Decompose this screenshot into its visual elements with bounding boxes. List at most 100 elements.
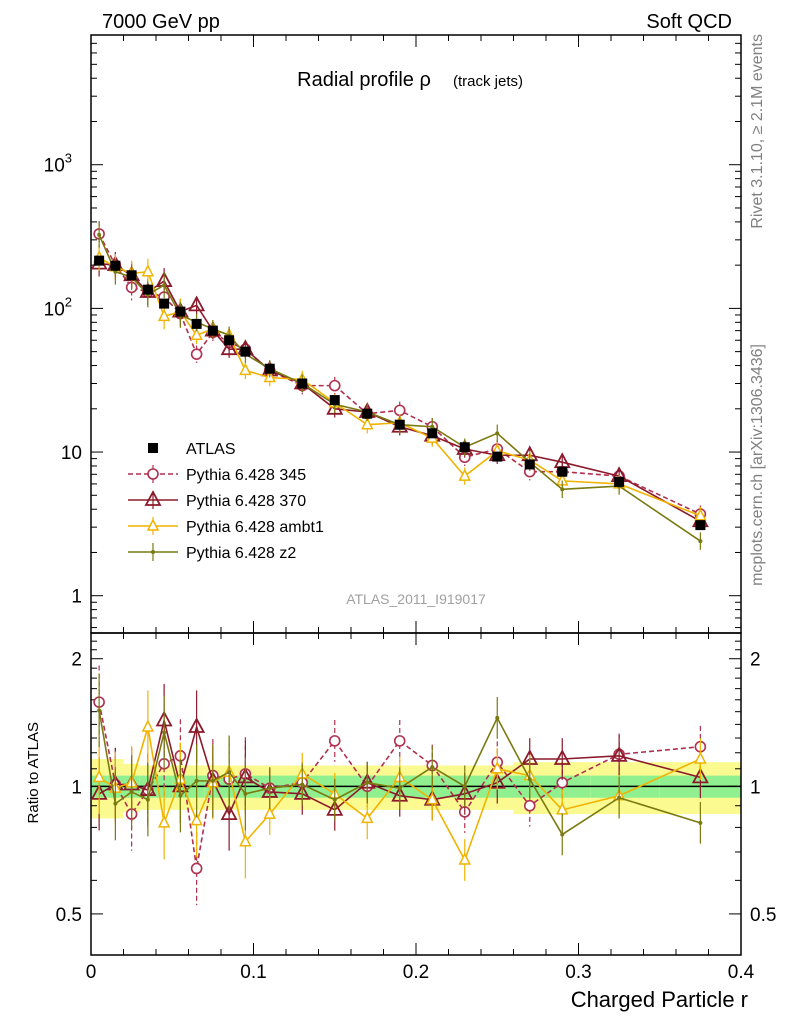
marker-square [110,260,121,271]
legend-label-atlas: ATLAS [186,441,236,458]
marker-triangle-small [458,852,471,865]
ratio-y-tick-label: 0.5 [56,905,82,926]
y-tick-label: 1 [71,587,82,608]
ratio-y-tick-label-right: 0.5 [750,905,776,926]
main-frame [90,34,742,634]
y-tick-exp: 3 [65,151,72,166]
marker-square [459,442,470,453]
y-tick-base: 10 [44,156,65,177]
marker-triangle [220,804,238,820]
marker-triangle-small [361,810,374,824]
x-tick-label: 0.1 [240,962,266,983]
marker-dot [210,778,215,783]
ratio-y-tick-label: 1 [71,777,82,798]
marker-square [427,428,438,439]
ratio-y-tick-label: 2 [71,650,82,671]
marker-triangle-small [694,508,707,521]
marker-triangle-small [146,518,160,531]
marker-square [148,443,158,453]
marker-triangle [220,339,238,356]
marker-dot [698,539,703,544]
marker-square [175,306,186,317]
marker-dot [300,782,305,787]
marker-triangle-small [239,834,252,847]
header-right: Soft QCD [646,11,732,33]
marker-triangle-small [157,308,171,322]
series-line-ambt1 [98,257,701,517]
marker-dot [145,797,150,802]
marker-triangle-small [426,792,439,805]
x-tick-label: 0.3 [565,962,591,983]
marker-dot [162,283,167,288]
marker-dot [560,832,565,837]
plot-title-suffix: (track jets) [453,73,523,90]
plot-title: Radial profile ρ [297,69,431,91]
marker-dot [430,765,435,770]
marker-circle [328,735,341,747]
marker-dot [495,431,500,436]
ratio-y-tick-label-right: 1 [750,777,761,798]
marker-triangle [188,717,206,733]
marker-square [94,255,105,266]
side-label-mcplots: mcplots.cern.ch [arXiv:1306.3436] [749,344,766,586]
marker-dot [365,780,370,785]
marker-dot [227,770,232,775]
marker-triangle [553,749,571,765]
marker-square [224,335,235,346]
marker-circle [328,379,341,392]
marker-circle [393,735,406,747]
marker-dot [332,797,337,802]
marker-square [126,270,137,281]
y-tick-exp: 2 [65,294,72,309]
marker-dot [243,791,248,796]
marker-dot [462,784,467,789]
marker-dot [194,778,199,783]
marker-dot [162,730,167,735]
marker-square [492,451,503,462]
marker-triangle-small [361,417,374,430]
marker-square [191,318,202,329]
marker-dot [430,424,435,429]
marker-square [159,298,170,309]
marker-dot [617,795,622,800]
marker-square [362,408,373,419]
marker-triangle [610,745,628,762]
marker-triangle-small [141,264,155,277]
series-line-z2 [98,234,701,542]
marker-square [614,476,625,487]
marker-dot [129,789,134,794]
marker-triangle-small [458,468,471,481]
ratio-axis-label: Ratio to ATLAS [25,722,42,823]
marker-triangle-small [141,719,155,732]
ratio-y-tick-label-right: 2 [750,650,761,671]
marker-dot [495,715,500,720]
marker-circle [147,468,159,480]
analysis-tag: ATLAS_2011_I919017 [346,591,486,607]
marker-circle [523,799,536,812]
marker-dot [151,550,155,554]
marker-triangle-small [263,806,276,819]
y-tick-label: 10 [61,443,82,464]
marker-dot [267,786,272,791]
marker-square [207,325,218,336]
marker-triangle-small [190,812,203,826]
marker-triangle-small [92,769,106,783]
y-tick-base: 10 [44,299,65,320]
legend-label-z2: Pythia 6.428 z2 [186,545,296,562]
marker-circle [190,348,203,360]
marker-square [329,395,340,406]
legend-label-ambt1: Pythia 6.428 ambt1 [186,519,324,536]
marker-triangle-small [190,327,203,341]
marker-dot [560,487,565,492]
marker-square [240,346,251,357]
x-tick-label: 0 [86,962,97,983]
marker-square [557,466,568,477]
marker-triangle [691,767,709,784]
marker-square [264,363,275,374]
marker-square [394,419,405,430]
marker-dot [97,708,102,713]
marker-square [142,284,153,295]
x-tick-label: 0.4 [728,962,755,983]
header-left: 7000 GeV pp [102,11,220,33]
